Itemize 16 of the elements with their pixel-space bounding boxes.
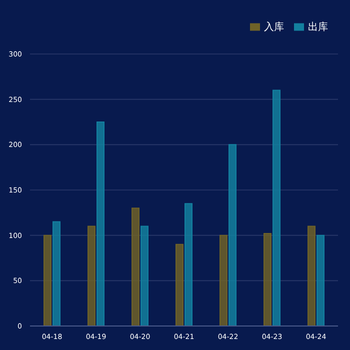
bar [132,208,140,326]
legend-label: 入库 [264,22,284,33]
bar [264,233,272,326]
bar [96,122,104,326]
bar [140,226,148,326]
bar [316,234,324,326]
bar [220,234,228,326]
bar [176,244,184,326]
bar [88,226,96,326]
bar [44,234,52,326]
legend-label: 出库 [308,22,328,33]
bar [52,221,60,326]
bar [184,203,192,326]
bar [272,90,280,326]
bar [228,144,236,326]
bar [308,226,316,326]
